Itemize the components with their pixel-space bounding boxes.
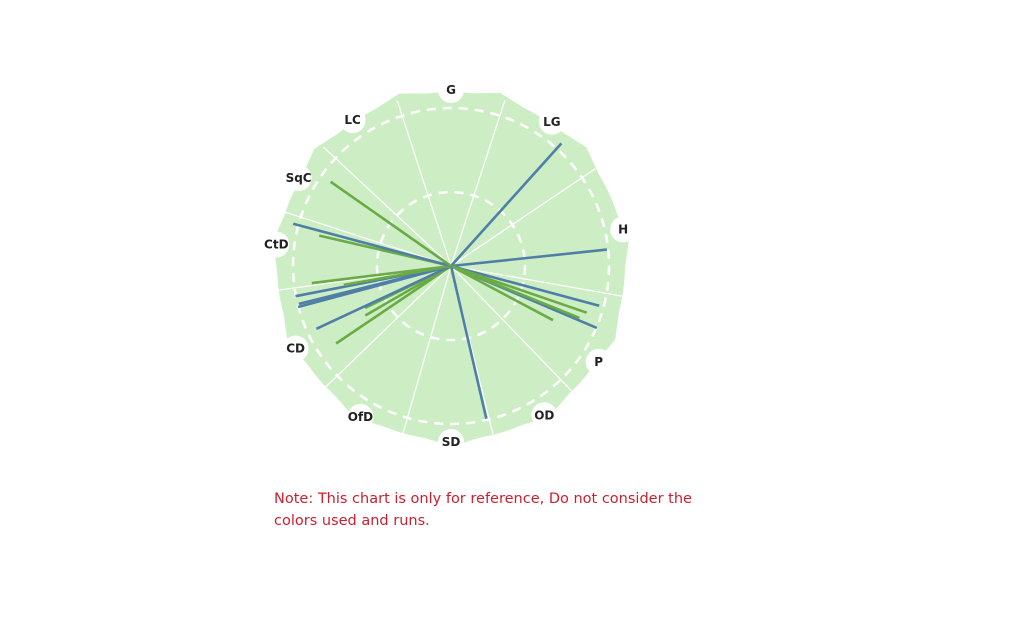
- shot-line: [450, 248, 608, 268]
- region-label: SqC: [286, 165, 312, 191]
- shot-lines: [292, 142, 608, 419]
- region-label: G: [438, 77, 464, 103]
- region-label: OfD: [347, 403, 374, 430]
- shot-line: [450, 142, 563, 267]
- region-label-badge: [263, 231, 290, 258]
- sector-line: [402, 265, 452, 434]
- region-label: CD: [282, 335, 309, 362]
- sector-line: [325, 265, 452, 388]
- region-label-badge: [610, 216, 637, 243]
- region-label-badge: [538, 108, 565, 135]
- region-label-badge: [438, 77, 464, 103]
- reference-note: Note: This chart is only for reference, …: [274, 491, 692, 529]
- shot-line: [329, 180, 452, 268]
- sector-line: [450, 265, 623, 297]
- sector-line: [450, 100, 506, 267]
- shot-line: [449, 265, 488, 419]
- region-label-text: LG: [543, 115, 561, 129]
- region-label-text: H: [618, 222, 628, 236]
- field-sector-lines: [278, 100, 623, 435]
- sector-line: [450, 168, 596, 267]
- sector-line: [285, 211, 452, 267]
- shot-line: [315, 264, 452, 330]
- region-label: CtD: [263, 231, 290, 258]
- inner-circle: [375, 190, 527, 342]
- region-label-badge: [531, 402, 558, 429]
- region-label-text: LC: [344, 113, 361, 127]
- region-label-badge: [285, 165, 312, 191]
- shot-line: [450, 264, 580, 320]
- shot-line: [292, 222, 452, 268]
- region-label-badge: [339, 107, 366, 134]
- sector-line: [450, 265, 573, 392]
- region-label-text: SqC: [286, 171, 312, 185]
- shot-line: [311, 264, 452, 285]
- region-label-text: P: [594, 355, 603, 369]
- region-labels: G LG H P OD SD OfD CD CtD SqC LC: [263, 77, 637, 455]
- region-label-badge: [282, 335, 309, 362]
- region-label: H: [610, 216, 637, 243]
- region-label-text: OfD: [348, 410, 373, 424]
- region-label: P: [585, 348, 612, 375]
- shot-line: [298, 264, 452, 306]
- region-label-text: SD: [442, 435, 461, 449]
- region-label: LC: [339, 107, 366, 134]
- region-label: LG: [538, 108, 565, 135]
- region-label-text: CD: [286, 342, 305, 356]
- region-label-text: CtD: [264, 238, 289, 252]
- region-label: SD: [438, 429, 464, 455]
- region-label-badge: [585, 348, 612, 375]
- region-label-text: OD: [534, 408, 554, 422]
- sector-line: [323, 146, 452, 267]
- region-label-text: G: [446, 83, 456, 97]
- shot-line: [335, 264, 452, 345]
- shot-line: [450, 264, 554, 322]
- region-label-badge: [347, 403, 374, 430]
- boundary-circle: [291, 106, 611, 426]
- region-label-badge: [438, 429, 464, 455]
- shot-line: [450, 264, 600, 307]
- sector-line: [396, 100, 452, 267]
- fielding-circles: [291, 106, 611, 426]
- region-label: OD: [531, 402, 558, 429]
